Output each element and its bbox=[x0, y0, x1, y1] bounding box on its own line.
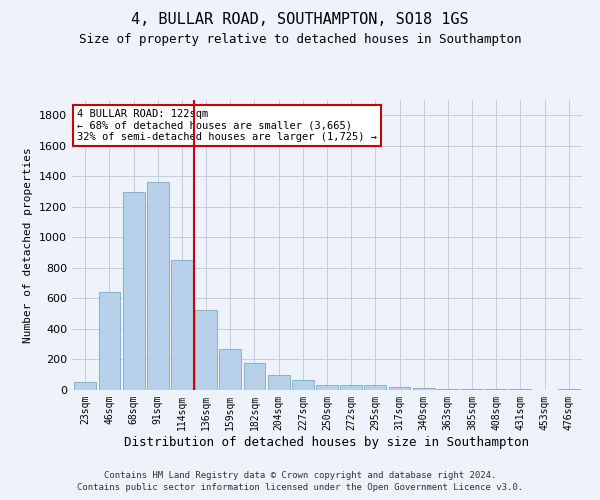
Bar bbox=[316, 384, 338, 390]
Bar bbox=[292, 380, 314, 390]
Text: 4, BULLAR ROAD, SOUTHAMPTON, SO18 1GS: 4, BULLAR ROAD, SOUTHAMPTON, SO18 1GS bbox=[131, 12, 469, 28]
Bar bbox=[268, 374, 290, 390]
Text: Size of property relative to detached houses in Southampton: Size of property relative to detached ho… bbox=[79, 32, 521, 46]
Bar bbox=[74, 382, 96, 390]
Bar bbox=[123, 192, 145, 390]
Bar bbox=[485, 389, 507, 390]
Bar bbox=[461, 389, 483, 390]
Bar bbox=[364, 386, 386, 390]
Bar bbox=[558, 389, 580, 390]
Text: 4 BULLAR ROAD: 122sqm
← 68% of detached houses are smaller (3,665)
32% of semi-d: 4 BULLAR ROAD: 122sqm ← 68% of detached … bbox=[77, 108, 377, 142]
Bar bbox=[98, 292, 121, 390]
Text: Distribution of detached houses by size in Southampton: Distribution of detached houses by size … bbox=[125, 436, 530, 449]
Bar bbox=[244, 364, 265, 390]
Bar bbox=[195, 310, 217, 390]
Bar bbox=[509, 389, 531, 390]
Text: Contains HM Land Registry data © Crown copyright and database right 2024.
Contai: Contains HM Land Registry data © Crown c… bbox=[77, 471, 523, 492]
Bar bbox=[413, 388, 434, 390]
Bar bbox=[171, 260, 193, 390]
Bar bbox=[437, 389, 459, 390]
Y-axis label: Number of detached properties: Number of detached properties bbox=[23, 147, 34, 343]
Bar bbox=[340, 386, 362, 390]
Bar bbox=[147, 182, 169, 390]
Bar bbox=[220, 349, 241, 390]
Bar bbox=[389, 387, 410, 390]
